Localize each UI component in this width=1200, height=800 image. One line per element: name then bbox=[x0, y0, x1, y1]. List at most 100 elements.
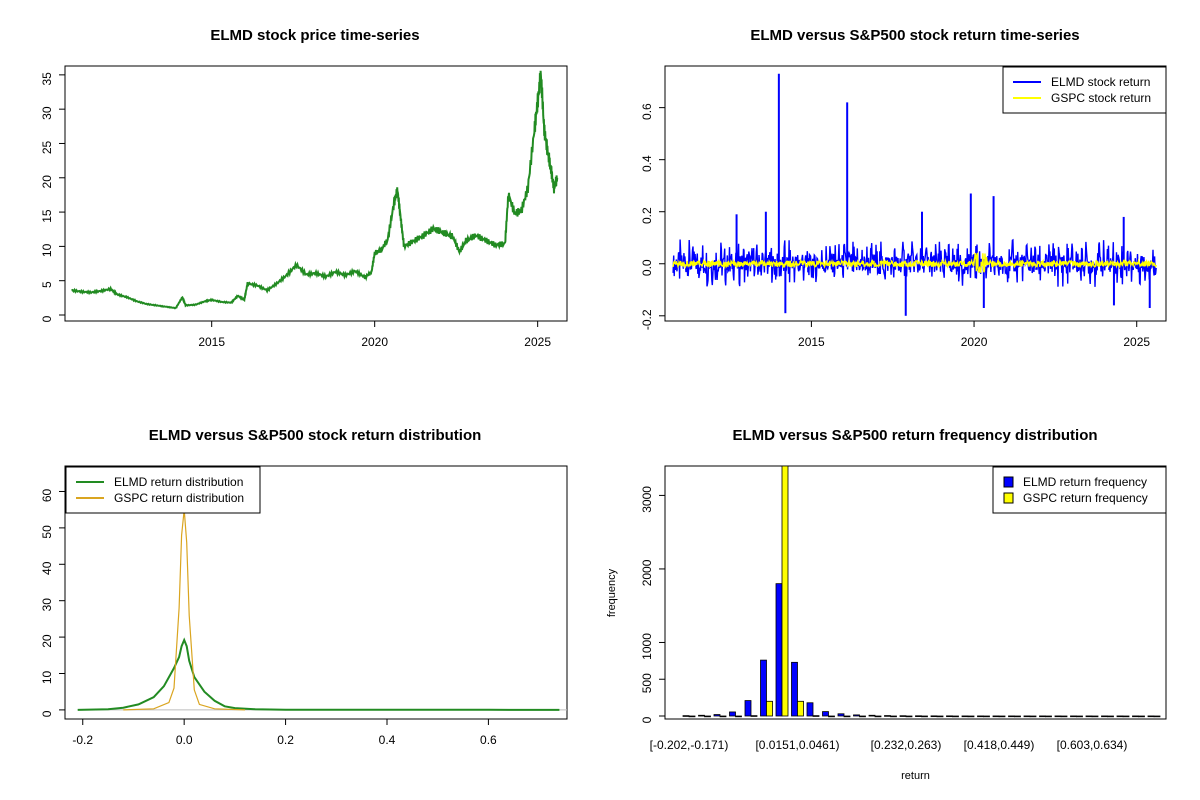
bar-elmd-10 bbox=[837, 713, 845, 717]
series-line-elmd-return bbox=[672, 238, 1157, 287]
legend-label: ELMD return distribution bbox=[114, 475, 243, 489]
y-tick-label: 30 bbox=[40, 106, 54, 120]
x-tick-label: 0.2 bbox=[277, 733, 294, 747]
y-tick-label: 0.0 bbox=[640, 259, 654, 276]
bar-elmd-17 bbox=[946, 715, 953, 718]
x-tick-label: 2025 bbox=[524, 335, 551, 349]
y-tick-label: 0 bbox=[40, 315, 54, 322]
bar-gspc-23 bbox=[1045, 715, 1052, 718]
bar-gspc-4 bbox=[750, 715, 758, 717]
bar-elmd-5 bbox=[760, 659, 767, 717]
bar-gspc-11 bbox=[859, 715, 866, 718]
bar-gspc-17 bbox=[952, 715, 959, 718]
bar-elmd-29 bbox=[1132, 715, 1139, 718]
y-tick-label: 10 bbox=[40, 243, 54, 257]
y-tick-label: 30 bbox=[40, 598, 54, 612]
bar-elmd-9 bbox=[822, 711, 829, 717]
x-axis-label: return bbox=[901, 770, 930, 782]
y-tick-label: 3000 bbox=[640, 486, 654, 513]
bar-gspc-20 bbox=[998, 715, 1006, 718]
bar-gspc-9 bbox=[828, 715, 835, 718]
legend-label: GSPC return distribution bbox=[114, 491, 244, 505]
bar-elmd-24 bbox=[1054, 715, 1062, 718]
y-tick-label: 10 bbox=[40, 671, 54, 685]
y-tick-label: 50 bbox=[40, 525, 54, 539]
bar-elmd-11 bbox=[853, 714, 860, 717]
bar-elmd-0 bbox=[682, 715, 690, 717]
y-axis-label: frequency bbox=[606, 568, 618, 617]
bar-gspc-8 bbox=[812, 715, 820, 717]
plot-frame-1 bbox=[64, 65, 568, 322]
x-tick-label: 2015 bbox=[798, 335, 825, 349]
bar-elmd-3 bbox=[729, 711, 736, 717]
bar-gspc-7 bbox=[797, 700, 804, 717]
legend-swatch bbox=[1003, 476, 1014, 488]
bar-gspc-2 bbox=[719, 715, 727, 718]
bar-gspc-30 bbox=[1153, 715, 1161, 718]
bar-elmd-14 bbox=[899, 715, 907, 717]
y-tick-label: 0.6 bbox=[640, 103, 654, 120]
legend-label: GSPC stock return bbox=[1051, 91, 1151, 105]
legend-box bbox=[65, 466, 261, 514]
bar-gspc-18 bbox=[967, 715, 975, 718]
x-category-label: [0.0151,0.0461) bbox=[755, 738, 839, 752]
chart-title-2: ELMD versus S&P500 stock return time-ser… bbox=[750, 27, 1079, 44]
bar-elmd-18 bbox=[961, 715, 969, 718]
x-category-label: [0.232,0.263) bbox=[871, 738, 942, 752]
y-tick-label: 0 bbox=[640, 716, 654, 723]
y-tick-label: 0.4 bbox=[640, 155, 654, 172]
legend-label: GSPC return frequency bbox=[1023, 491, 1148, 505]
bar-gspc-24 bbox=[1060, 715, 1068, 718]
series-line-gspc-density bbox=[123, 509, 246, 711]
legend-label: ELMD return frequency bbox=[1023, 475, 1147, 489]
chart-title-3: ELMD versus S&P500 stock return distribu… bbox=[149, 427, 482, 444]
y-tick-label: -0.2 bbox=[640, 309, 654, 330]
bar-elmd-28 bbox=[1116, 715, 1124, 718]
bar-gspc-25 bbox=[1076, 715, 1083, 718]
bar-gspc-19 bbox=[983, 715, 990, 718]
chart-title-1: ELMD stock price time-series bbox=[210, 27, 419, 44]
bar-elmd-13 bbox=[884, 715, 891, 717]
legend-swatch bbox=[1003, 492, 1014, 504]
bar-gspc-3 bbox=[735, 715, 742, 718]
bar-gspc-13 bbox=[890, 715, 897, 718]
y-tick-label: 15 bbox=[40, 209, 54, 223]
bar-gspc-22 bbox=[1029, 715, 1037, 718]
bar-gspc-16 bbox=[936, 715, 944, 718]
bar-elmd-23 bbox=[1039, 715, 1046, 718]
bar-elmd-22 bbox=[1023, 715, 1031, 718]
bar-gspc-6 bbox=[781, 465, 789, 717]
y-tick-label: 40 bbox=[40, 561, 54, 575]
chart-title-4: ELMD versus S&P500 return frequency dist… bbox=[732, 427, 1097, 444]
x-category-label: [-0.202,-0.171) bbox=[650, 738, 729, 752]
bar-elmd-21 bbox=[1008, 715, 1015, 718]
x-category-label: [0.603,0.634) bbox=[1057, 738, 1128, 752]
legend-box bbox=[1002, 66, 1167, 114]
bar-elmd-8 bbox=[806, 702, 814, 717]
y-tick-label: 25 bbox=[40, 140, 54, 154]
bar-gspc-1 bbox=[704, 715, 711, 718]
y-tick-label: 20 bbox=[40, 175, 54, 189]
series-line-elmd-density bbox=[77, 637, 560, 711]
y-tick-label: 500 bbox=[640, 673, 654, 693]
y-tick-label: 1000 bbox=[640, 633, 654, 660]
bar-gspc-5 bbox=[766, 700, 773, 717]
bar-elmd-6 bbox=[775, 583, 783, 717]
y-tick-label: 2000 bbox=[640, 559, 654, 586]
bar-elmd-2 bbox=[713, 714, 721, 717]
bar-gspc-10 bbox=[843, 715, 851, 718]
x-tick-label: 2025 bbox=[1123, 335, 1150, 349]
bar-elmd-7 bbox=[791, 661, 798, 717]
x-tick-label: 2015 bbox=[198, 335, 225, 349]
bar-gspc-12 bbox=[874, 715, 882, 718]
x-tick-label: 0.4 bbox=[379, 733, 396, 747]
bar-elmd-12 bbox=[868, 714, 876, 717]
bar-elmd-30 bbox=[1147, 715, 1155, 718]
bar-gspc-27 bbox=[1107, 715, 1114, 718]
bar-elmd-19 bbox=[977, 715, 984, 718]
bar-elmd-27 bbox=[1101, 715, 1108, 718]
series-line-gspc-return bbox=[672, 252, 1157, 273]
bar-gspc-29 bbox=[1138, 715, 1145, 718]
x-tick-label: 2020 bbox=[961, 335, 988, 349]
bar-elmd-1 bbox=[698, 714, 705, 717]
